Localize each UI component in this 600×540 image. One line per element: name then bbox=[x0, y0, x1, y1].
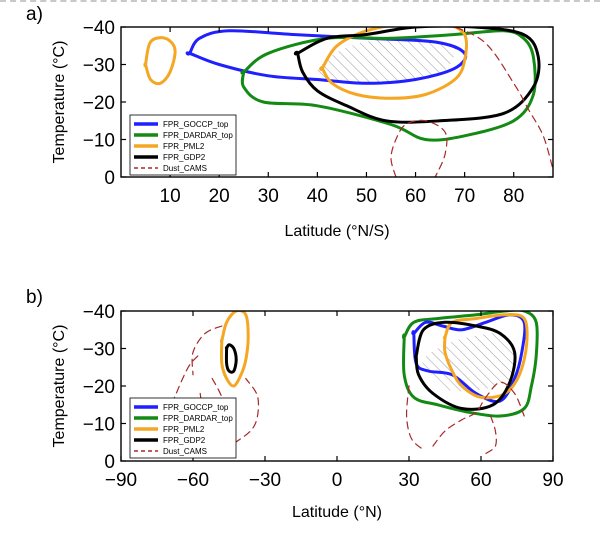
y-tick-label: −20 bbox=[83, 93, 115, 114]
legend-label: FPR_GDP2 bbox=[163, 436, 206, 445]
x-tick-label: −60 bbox=[177, 470, 209, 491]
y-tick-label: −10 bbox=[83, 131, 115, 152]
series-dust-cams-contour bbox=[432, 381, 525, 447]
panel-a-hatch-region bbox=[316, 37, 456, 84]
x-tick-label: 10 bbox=[160, 186, 181, 207]
top-dashed-rule bbox=[0, 0, 600, 2]
series-fpr-gdp2-contour bbox=[224, 343, 238, 374]
x-tick-label: 60 bbox=[405, 186, 426, 207]
series-dust-cams-contour bbox=[452, 27, 553, 171]
panel-b-y-axis-title: Temperature (°C) bbox=[51, 325, 68, 448]
panel-a-legend: FPR_GOCCP_top FPR_DARDAR_top FPR_PML2 FPR_G… bbox=[129, 114, 237, 176]
x-tick-label: 50 bbox=[356, 186, 377, 207]
series-fpr-pml2-contour bbox=[319, 27, 468, 100]
legend-label: FPR_DARDAR_top bbox=[163, 131, 233, 140]
series-fpr-gdp2-contour bbox=[293, 27, 541, 124]
y-tick-label: −30 bbox=[83, 56, 115, 77]
panel-a-x-axis-title: Latitude (°N/S) bbox=[284, 223, 389, 240]
panel-a-hatch-layer bbox=[316, 37, 456, 84]
legend-label: FPR_GOCCP_top bbox=[163, 120, 229, 129]
x-tick-label: 70 bbox=[454, 186, 475, 207]
y-tick-label: 0 bbox=[104, 452, 115, 473]
series-fpr-dardar-top-contour bbox=[240, 29, 537, 142]
panel-a-x-ticks: 10 20 30 40 50 60 70 80 bbox=[160, 27, 524, 207]
panel-b-label: b) bbox=[26, 287, 43, 308]
panel-b: b) −90 −60 −30 0 30 60 90 −40 −30 −20 −10 0 Latitu… bbox=[26, 287, 564, 521]
legend-label: FPR_GDP2 bbox=[163, 153, 206, 162]
panel-a-legend-entries: FPR_GOCCP_top FPR_DARDAR_top FPR_PML2 FPR_G… bbox=[134, 120, 233, 173]
panel-b-legend: FPR_GOCCP_top FPR_DARDAR_top FPR_PML2 FPR_G… bbox=[129, 397, 237, 459]
series-fpr-gdp2-contour bbox=[414, 320, 517, 411]
panel-a-y-axis-title: Temperature (°C) bbox=[51, 41, 68, 164]
panel-a-label: a) bbox=[26, 4, 43, 25]
y-tick-label: −40 bbox=[83, 18, 115, 39]
y-tick-label: −40 bbox=[83, 302, 115, 323]
x-tick-label: 20 bbox=[209, 186, 230, 207]
series-fpr-goccp-top-contour bbox=[411, 313, 527, 404]
legend-label: Dust_CAMS bbox=[163, 447, 207, 456]
series-dust-cams-contour bbox=[191, 325, 223, 376]
x-tick-label: 60 bbox=[470, 470, 491, 491]
x-tick-label: 0 bbox=[332, 470, 343, 491]
series-fpr-goccp-top-contour bbox=[185, 29, 468, 85]
series-dust-cams-contour bbox=[485, 415, 497, 455]
series-dust-cams-contour bbox=[390, 119, 448, 177]
panel-a-y-ticks: −40 −30 −20 −10 0 bbox=[83, 18, 553, 189]
x-tick-label: 40 bbox=[307, 186, 328, 207]
series-fpr-pml2-contour bbox=[143, 36, 177, 86]
x-tick-label: 30 bbox=[258, 186, 279, 207]
x-tick-label: 80 bbox=[503, 186, 524, 207]
x-tick-label: 30 bbox=[398, 470, 419, 491]
panel-b-x-ticks: −90 −60 −30 0 30 60 90 bbox=[105, 311, 564, 491]
y-tick-label: −20 bbox=[83, 377, 115, 398]
series-dust-cams-contour bbox=[405, 385, 424, 451]
series-fpr-pml2-contour bbox=[442, 313, 529, 400]
legend-label: Dust_CAMS bbox=[163, 164, 207, 173]
panel-b-y-ticks: −40 −30 −20 −10 0 bbox=[83, 302, 553, 473]
panel-b-x-axis-title: Latitude (°N) bbox=[292, 504, 382, 521]
legend-label: FPR_PML2 bbox=[163, 425, 205, 434]
x-tick-label: −30 bbox=[249, 470, 281, 491]
legend-label: FPR_PML2 bbox=[163, 142, 205, 151]
legend-label: FPR_DARDAR_top bbox=[163, 414, 233, 423]
x-tick-label: −90 bbox=[105, 470, 137, 491]
y-tick-label: −10 bbox=[83, 415, 115, 436]
panel-a: a) 10 20 30 40 50 60 70 80 −40 −30 −20 −10 0 Latitu… bbox=[26, 4, 554, 240]
y-tick-label: −30 bbox=[83, 340, 115, 361]
x-tick-label: 90 bbox=[542, 470, 563, 491]
y-tick-label: 0 bbox=[104, 168, 115, 189]
legend-label: FPR_GOCCP_top bbox=[163, 403, 229, 412]
series-fpr-dardar-top-contour bbox=[401, 311, 539, 418]
panel-a-series-layer bbox=[143, 27, 553, 177]
panel-b-legend-entries: FPR_GOCCP_top FPR_DARDAR_top FPR_PML2 FPR_G… bbox=[134, 403, 233, 456]
